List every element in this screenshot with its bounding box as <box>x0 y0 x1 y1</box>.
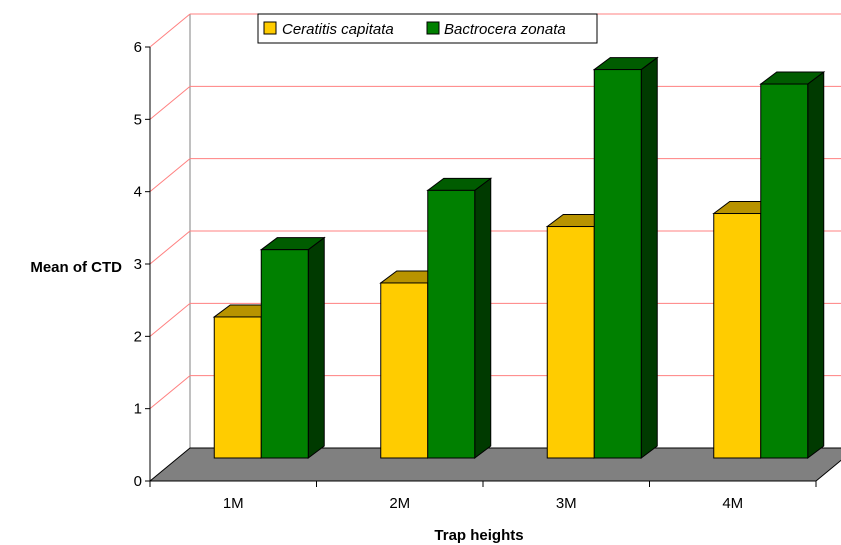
gridline-side <box>149 375 191 410</box>
gridline-side <box>149 230 191 265</box>
legend-label-ceratitis: Ceratitis capitata <box>282 21 394 38</box>
x-axis-title: Trap heights <box>434 527 523 544</box>
bars <box>212 56 826 459</box>
gridline-side <box>149 85 191 120</box>
bar-front-face <box>260 249 309 459</box>
bar-bactrocera-4M <box>759 71 826 459</box>
legend-swatch-ceratitis <box>263 21 277 35</box>
x-tick-label: 4M <box>722 495 743 512</box>
x-tick-label: 3M <box>556 495 577 512</box>
y-tick-label: 1 <box>134 401 142 418</box>
bar-front-face <box>213 316 262 459</box>
y-tick-label: 5 <box>134 111 142 128</box>
x-tick-label: 1M <box>223 495 244 512</box>
bar-bactrocera-1M <box>259 236 326 459</box>
bar-side-face <box>474 177 492 459</box>
y-axis-title: Mean of CTD <box>30 259 122 276</box>
bar-side-face <box>807 71 825 459</box>
y-tick-label: 2 <box>134 328 142 345</box>
gridline-side <box>149 158 191 193</box>
y-tick-label: 4 <box>134 184 142 201</box>
axes: 0 1 2 3 4 5 6 1M 2M 3M 4M <box>134 39 817 512</box>
x-tick-label: 2M <box>389 495 410 512</box>
bar-side-face <box>307 236 325 459</box>
gridline-side <box>149 302 191 337</box>
bar-side-face <box>640 56 658 459</box>
bar-bactrocera-2M <box>426 177 493 459</box>
bar-front-face <box>760 83 809 459</box>
bar-front-face <box>546 226 595 459</box>
legend: Ceratitis capitata Bactrocera zonata <box>257 13 598 44</box>
y-tick-label: 0 <box>134 473 142 490</box>
y-tick-label: 3 <box>134 256 142 273</box>
legend-label-bactrocera: Bactrocera zonata <box>444 21 566 38</box>
bar-front-face <box>593 69 642 459</box>
bar-front-face <box>713 213 762 459</box>
bar-front-face <box>427 189 476 459</box>
gridline-side <box>149 13 191 48</box>
y-tick-label: 6 <box>134 39 142 56</box>
legend-swatch-bactrocera <box>426 21 440 35</box>
bar-bactrocera-3M <box>592 56 659 459</box>
bar-front-face <box>380 282 429 459</box>
